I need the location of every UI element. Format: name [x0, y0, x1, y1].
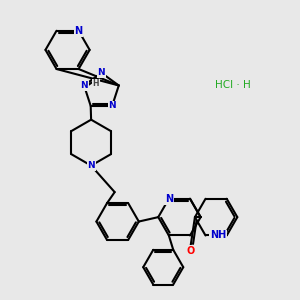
Text: NH: NH	[210, 230, 226, 241]
Text: N: N	[108, 101, 116, 110]
Text: N: N	[74, 26, 83, 36]
Text: HCl · H: HCl · H	[214, 80, 250, 90]
Text: H: H	[93, 80, 99, 88]
Text: O: O	[186, 246, 195, 256]
Text: N: N	[80, 81, 88, 90]
Text: N: N	[87, 161, 95, 170]
Text: N: N	[98, 68, 105, 77]
Text: N: N	[165, 194, 173, 204]
